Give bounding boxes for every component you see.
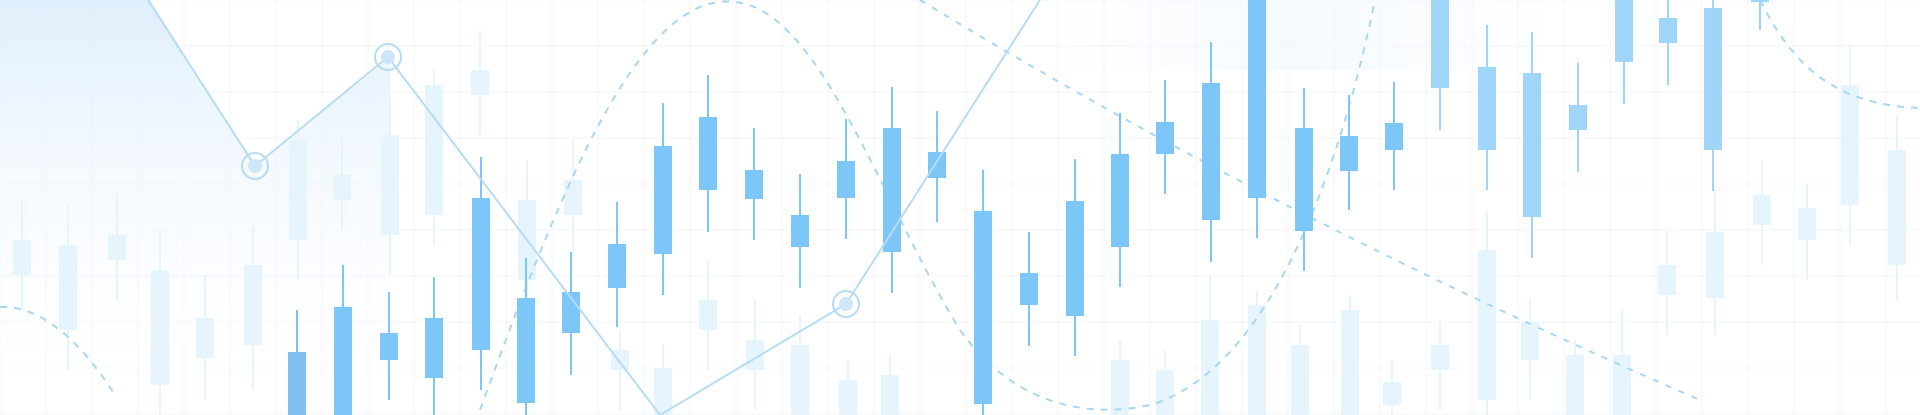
candlestick — [791, 174, 809, 288]
candlestick — [837, 119, 855, 239]
candlestick — [1156, 350, 1174, 415]
candlestick — [1066, 159, 1084, 356]
candlestick — [1566, 340, 1584, 415]
candlestick — [1478, 210, 1496, 415]
candlestick — [333, 135, 351, 230]
trend-line — [147, 0, 661, 415]
candlestick — [1431, 320, 1449, 410]
candlestick — [699, 260, 717, 370]
candlestick — [608, 202, 626, 327]
candlestick — [1521, 300, 1539, 400]
candlestick — [1111, 340, 1129, 415]
data-node-icon — [832, 290, 860, 318]
candlestick — [1340, 95, 1358, 210]
candlestick — [380, 292, 398, 400]
candlestick — [425, 70, 443, 245]
candlestick — [381, 95, 399, 275]
candlestick — [472, 157, 490, 390]
dashed-curve-left — [0, 305, 116, 396]
candlestick — [1659, 0, 1677, 85]
candlestick — [1111, 113, 1129, 287]
candlestick — [654, 345, 672, 415]
candlestick — [1615, 0, 1633, 104]
candlestick — [883, 87, 901, 293]
candlestick — [1295, 88, 1313, 271]
candlestick — [1798, 185, 1816, 280]
candlestick — [1478, 25, 1496, 190]
candlestick — [1385, 82, 1403, 190]
candlestick — [59, 205, 77, 370]
candlestick — [564, 140, 582, 255]
candlestick — [974, 170, 992, 415]
dashed-curve-right — [1759, 0, 1920, 109]
candlestick — [1431, 0, 1449, 130]
area-fill-left — [0, 0, 390, 415]
candlestick — [1706, 190, 1724, 335]
candlestick — [471, 30, 489, 135]
candlestick — [1569, 63, 1587, 172]
candlestick — [196, 275, 214, 400]
candlestick — [699, 75, 717, 232]
candlestick — [1751, 0, 1769, 30]
candlestick — [746, 300, 764, 410]
candlestick — [1613, 310, 1631, 415]
candlestick — [745, 128, 763, 240]
candlestick — [244, 225, 262, 390]
candlestick — [1291, 325, 1309, 415]
candlestick — [288, 310, 306, 415]
candlestick — [334, 265, 352, 415]
candlestick — [1383, 360, 1401, 415]
candlestick — [1704, 0, 1722, 191]
candlestick — [517, 258, 535, 415]
candlestick — [791, 315, 809, 415]
candlestick — [881, 355, 899, 415]
candlestick — [151, 230, 169, 415]
candlestick — [1202, 42, 1220, 262]
candlestick — [289, 120, 307, 280]
candlestick — [1523, 32, 1541, 258]
candlestick — [1248, 290, 1266, 415]
data-node-icon — [241, 152, 269, 180]
area-fill-right — [1040, 0, 1560, 70]
candlestick — [1658, 230, 1676, 335]
candlestick — [1841, 45, 1859, 245]
candlestick — [654, 103, 672, 295]
candlestick — [13, 200, 31, 310]
candlestick — [1020, 232, 1038, 346]
candlestick — [1888, 115, 1906, 300]
main-candles-layer — [288, 0, 1769, 415]
candlestick — [928, 111, 946, 222]
candlestick — [1753, 160, 1771, 265]
candlestick — [1156, 80, 1174, 194]
data-node-icon — [374, 43, 402, 71]
candlestick — [1341, 295, 1359, 415]
candlestick — [1248, 0, 1266, 238]
candlestick — [839, 360, 857, 415]
candlestick — [562, 252, 580, 375]
candlestick — [425, 277, 443, 415]
faint-candles-layer — [13, 30, 1906, 415]
candlestick — [108, 195, 126, 300]
candlestick — [1201, 275, 1219, 415]
dashed-curve-diagonal — [919, 0, 1701, 401]
